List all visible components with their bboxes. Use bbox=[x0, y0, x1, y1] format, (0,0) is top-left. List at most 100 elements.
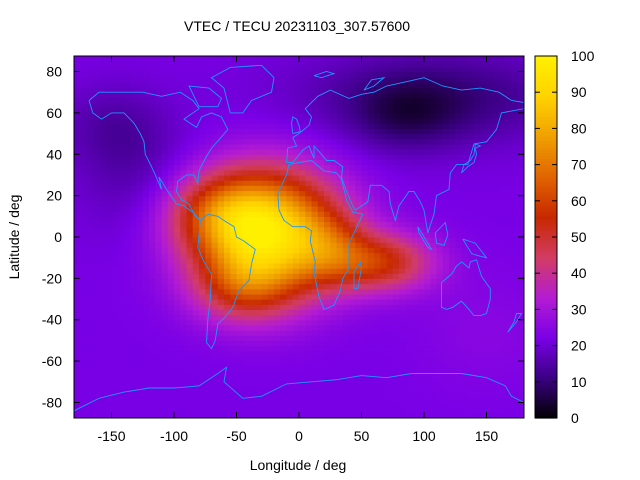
heatmap-cell bbox=[436, 412, 444, 418]
heatmap-cell bbox=[517, 412, 524, 418]
heatmap-cell bbox=[80, 345, 88, 352]
heatmap-cell bbox=[149, 169, 156, 176]
heatmap-cell bbox=[461, 190, 469, 197]
heatmap-cell bbox=[417, 81, 425, 88]
heatmap-cell bbox=[236, 376, 244, 383]
heatmap-cell bbox=[336, 273, 344, 279]
heatmap-cell bbox=[117, 252, 125, 259]
heatmap-cell bbox=[224, 397, 231, 404]
heatmap-cell bbox=[111, 314, 119, 321]
heatmap-cell bbox=[249, 324, 256, 331]
heatmap-cell bbox=[517, 268, 524, 274]
heatmap-cell bbox=[386, 278, 394, 285]
heatmap-cell bbox=[105, 252, 113, 259]
heatmap-cell bbox=[261, 185, 269, 192]
heatmap-cell bbox=[505, 273, 513, 279]
heatmap-cell bbox=[167, 56, 175, 62]
heatmap-cell bbox=[511, 138, 519, 145]
heatmap-cell bbox=[255, 252, 263, 259]
heatmap-cell bbox=[86, 355, 94, 362]
heatmap-cell bbox=[342, 174, 350, 181]
heatmap-cell bbox=[105, 324, 113, 331]
heatmap-cell bbox=[249, 92, 256, 98]
heatmap-cell bbox=[499, 159, 506, 166]
heatmap-cell bbox=[199, 180, 206, 186]
heatmap-cell bbox=[474, 355, 481, 362]
heatmap-cell bbox=[474, 273, 481, 279]
heatmap-cell bbox=[155, 319, 163, 326]
heatmap-cell bbox=[174, 169, 181, 176]
heatmap-cell bbox=[280, 386, 288, 393]
heatmap-cell bbox=[105, 56, 113, 62]
heatmap-cell bbox=[186, 319, 194, 326]
heatmap-cell bbox=[299, 324, 306, 331]
heatmap-cell bbox=[236, 335, 244, 342]
heatmap-cell bbox=[161, 143, 169, 150]
heatmap-cell bbox=[486, 174, 494, 181]
heatmap-cell bbox=[186, 324, 194, 331]
heatmap-cell bbox=[486, 407, 494, 414]
heatmap-cell bbox=[517, 102, 524, 109]
heatmap-cell bbox=[480, 247, 488, 254]
heatmap-cell bbox=[399, 123, 406, 129]
heatmap-cell bbox=[242, 262, 250, 269]
heatmap-cell bbox=[261, 87, 269, 93]
heatmap-cell bbox=[461, 211, 469, 217]
heatmap-cell bbox=[274, 123, 281, 129]
heatmap-cell bbox=[349, 76, 356, 83]
heatmap-cell bbox=[205, 314, 213, 321]
heatmap-cell bbox=[499, 237, 506, 243]
heatmap-cell bbox=[411, 350, 419, 357]
heatmap-cell bbox=[386, 102, 394, 109]
heatmap-cell bbox=[436, 299, 444, 305]
heatmap-cell bbox=[286, 76, 294, 83]
heatmap-cell bbox=[486, 361, 494, 367]
heatmap-cell bbox=[430, 92, 438, 98]
heatmap-cell bbox=[299, 61, 306, 67]
heatmap-cell bbox=[411, 257, 419, 264]
heatmap-cell bbox=[467, 81, 475, 88]
heatmap-cell bbox=[305, 350, 313, 357]
heatmap-cell bbox=[380, 216, 388, 223]
heatmap-cell bbox=[367, 340, 375, 347]
heatmap-cell bbox=[161, 278, 169, 285]
heatmap-cell bbox=[236, 107, 244, 114]
heatmap-cell bbox=[342, 81, 350, 88]
heatmap-cell bbox=[111, 226, 119, 233]
heatmap-cell bbox=[80, 180, 88, 186]
heatmap-cell bbox=[105, 309, 113, 316]
heatmap-cell bbox=[280, 149, 288, 155]
heatmap-cell bbox=[417, 257, 425, 264]
heatmap-cell bbox=[249, 397, 256, 404]
heatmap-cell bbox=[149, 262, 156, 269]
heatmap-cell bbox=[155, 87, 163, 93]
heatmap-cell bbox=[105, 133, 113, 140]
heatmap-cell bbox=[330, 185, 338, 192]
heatmap-cell bbox=[117, 226, 125, 233]
heatmap-cell bbox=[305, 335, 313, 342]
heatmap-cell bbox=[392, 309, 400, 316]
heatmap-cell bbox=[361, 159, 369, 166]
heatmap-cell bbox=[336, 242, 344, 248]
heatmap-cell bbox=[442, 200, 450, 207]
heatmap-cell bbox=[230, 195, 238, 202]
heatmap-cell bbox=[74, 293, 81, 300]
heatmap-cell bbox=[449, 211, 456, 217]
heatmap-cell bbox=[292, 164, 300, 171]
heatmap-cell bbox=[174, 118, 181, 124]
heatmap-cell bbox=[286, 81, 294, 88]
heatmap-cell bbox=[124, 345, 131, 352]
heatmap-cell bbox=[74, 242, 81, 248]
heatmap-cell bbox=[217, 102, 225, 109]
heatmap-cell bbox=[80, 366, 88, 373]
heatmap-cell bbox=[336, 293, 344, 300]
heatmap-cell bbox=[142, 61, 150, 67]
heatmap-cell bbox=[224, 154, 231, 161]
heatmap-cell bbox=[417, 133, 425, 140]
heatmap-cell bbox=[342, 242, 350, 248]
heatmap-cell bbox=[105, 66, 113, 73]
heatmap-cell bbox=[292, 180, 300, 186]
heatmap-cell bbox=[99, 361, 106, 367]
heatmap-cell bbox=[311, 216, 319, 223]
heatmap-cell bbox=[436, 97, 444, 104]
